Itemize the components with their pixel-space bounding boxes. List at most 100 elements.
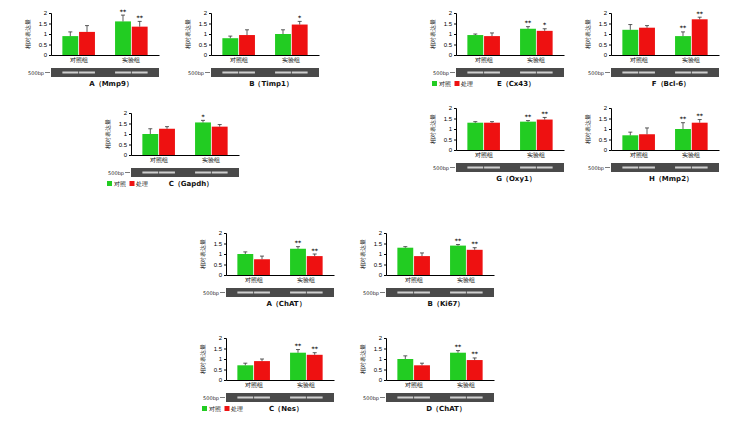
gel-background (226, 393, 334, 402)
bar (159, 129, 175, 155)
x-tick: 对照组 (70, 55, 88, 63)
error-bar-stem (150, 129, 151, 134)
y-tick-mark (384, 233, 386, 234)
error-bar (245, 30, 249, 35)
x-tick: 对照组 (150, 155, 168, 163)
x-tick-label: 对照组 (245, 382, 263, 388)
x-axis-line (212, 55, 320, 56)
legend-item: 对照 (432, 81, 451, 87)
error-bar-stem (630, 25, 631, 30)
y-tick: 1 (449, 31, 456, 37)
error-bar-stem (682, 32, 683, 36)
y-tick-mark (454, 55, 456, 56)
legend: 对照处理 (202, 406, 243, 412)
y-axis-line (129, 114, 132, 156)
error-bar-cap (218, 124, 222, 125)
gel-background (456, 163, 564, 172)
y-tick-label: 0.5 (599, 42, 608, 48)
gel-band (484, 167, 500, 169)
gel-image (220, 393, 334, 402)
x-tick-label: 对照组 (475, 57, 493, 63)
significance: ** (120, 8, 127, 15)
error-bar-cap (165, 126, 169, 127)
error-bar-cap (490, 121, 494, 122)
panel: 00.511.52对照组实验组相对表达量****500bpA（Mmp9） (25, 8, 160, 88)
size-marker: 500bp (203, 395, 219, 402)
bar (520, 29, 536, 55)
y-tick: 0 (449, 52, 456, 58)
error-bar (201, 120, 205, 122)
y-tick: 0.5 (444, 42, 456, 48)
y-tick-label: 1.5 (199, 21, 208, 27)
error-bar-stem (87, 26, 88, 32)
x-axis-line (387, 275, 495, 276)
y-axis: 00.511.52 (214, 335, 227, 383)
error-bar-stem (647, 128, 648, 134)
bar (467, 123, 483, 150)
error-bar (473, 358, 477, 360)
x-tick: 对照组 (405, 380, 423, 388)
panel-title: C（Nes） (269, 405, 303, 413)
y-tick-mark (209, 45, 211, 46)
y-tick: 2 (379, 335, 386, 341)
error-bar (298, 21, 302, 24)
size-marker: 500bp (28, 70, 44, 77)
x-tick-label: 对照组 (475, 152, 493, 158)
y-tick: 1.5 (599, 21, 611, 27)
y-tick-label: 1 (379, 251, 383, 257)
y-tick-mark (49, 24, 51, 25)
gel-background (611, 163, 719, 172)
x-tick-label: 实验组 (202, 156, 220, 163)
figure: 00.511.52对照组实验组相对表达量****500bpA（Mmp9）00.5… (0, 0, 736, 447)
panel: 00.511.52对照组实验组相对表达量****500bpD（ChAT） (360, 335, 495, 413)
x-axis-line (227, 380, 335, 381)
x-tick-label: 对照组 (630, 57, 648, 63)
significance: ** (455, 237, 462, 244)
significance: ** (472, 240, 479, 247)
y-tick-label: 1.5 (374, 346, 383, 352)
y-tick-label: 0.5 (214, 262, 223, 268)
legend-label: 对照 (209, 406, 221, 412)
y-axis-line (454, 109, 457, 151)
y-tick-label: 2 (449, 105, 453, 111)
error-bar-stem (122, 15, 123, 21)
gel-background (226, 288, 334, 297)
y-tick: 0.5 (199, 42, 211, 48)
error-bar-cap (681, 122, 685, 123)
gel-band (132, 72, 148, 74)
gel-band (520, 167, 536, 169)
y-tick-label: 0 (124, 152, 128, 158)
y-tick: 1.5 (444, 21, 456, 27)
error-bar (543, 29, 547, 31)
significance: ** (525, 19, 532, 26)
y-axis-line (209, 14, 212, 56)
y-tick: 1 (604, 31, 611, 37)
x-axis: 对照组实验组 (212, 55, 320, 63)
error-bar (260, 359, 264, 361)
gel-image (205, 68, 319, 77)
bar (195, 122, 211, 155)
error-bar-cap (243, 251, 247, 252)
size-marker: 500bp (363, 395, 379, 402)
error-bar-cap (201, 120, 205, 121)
x-tick: 对照组 (630, 55, 648, 63)
y-tick: 0 (604, 147, 611, 153)
legend-swatch (107, 181, 112, 186)
legend: 对照处理 (107, 181, 148, 187)
error-bar-stem (139, 21, 140, 26)
error-bar (68, 32, 72, 36)
error-bar-stem (70, 32, 71, 36)
error-bar (218, 125, 222, 127)
x-tick: 对照组 (475, 55, 493, 63)
panel-title: G（Oxy1） (496, 175, 536, 183)
y-tick-mark (609, 119, 611, 120)
y-tick: 0 (604, 52, 611, 58)
error-bar (490, 33, 494, 36)
y-tick-label: 1.5 (39, 21, 48, 27)
y-tick-mark (454, 140, 456, 141)
significance: ** (697, 10, 704, 17)
y-tick: 1.5 (599, 116, 611, 122)
plot-area (397, 351, 482, 380)
x-tick-label: 实验组 (297, 276, 315, 283)
y-tick: 2 (219, 335, 226, 341)
